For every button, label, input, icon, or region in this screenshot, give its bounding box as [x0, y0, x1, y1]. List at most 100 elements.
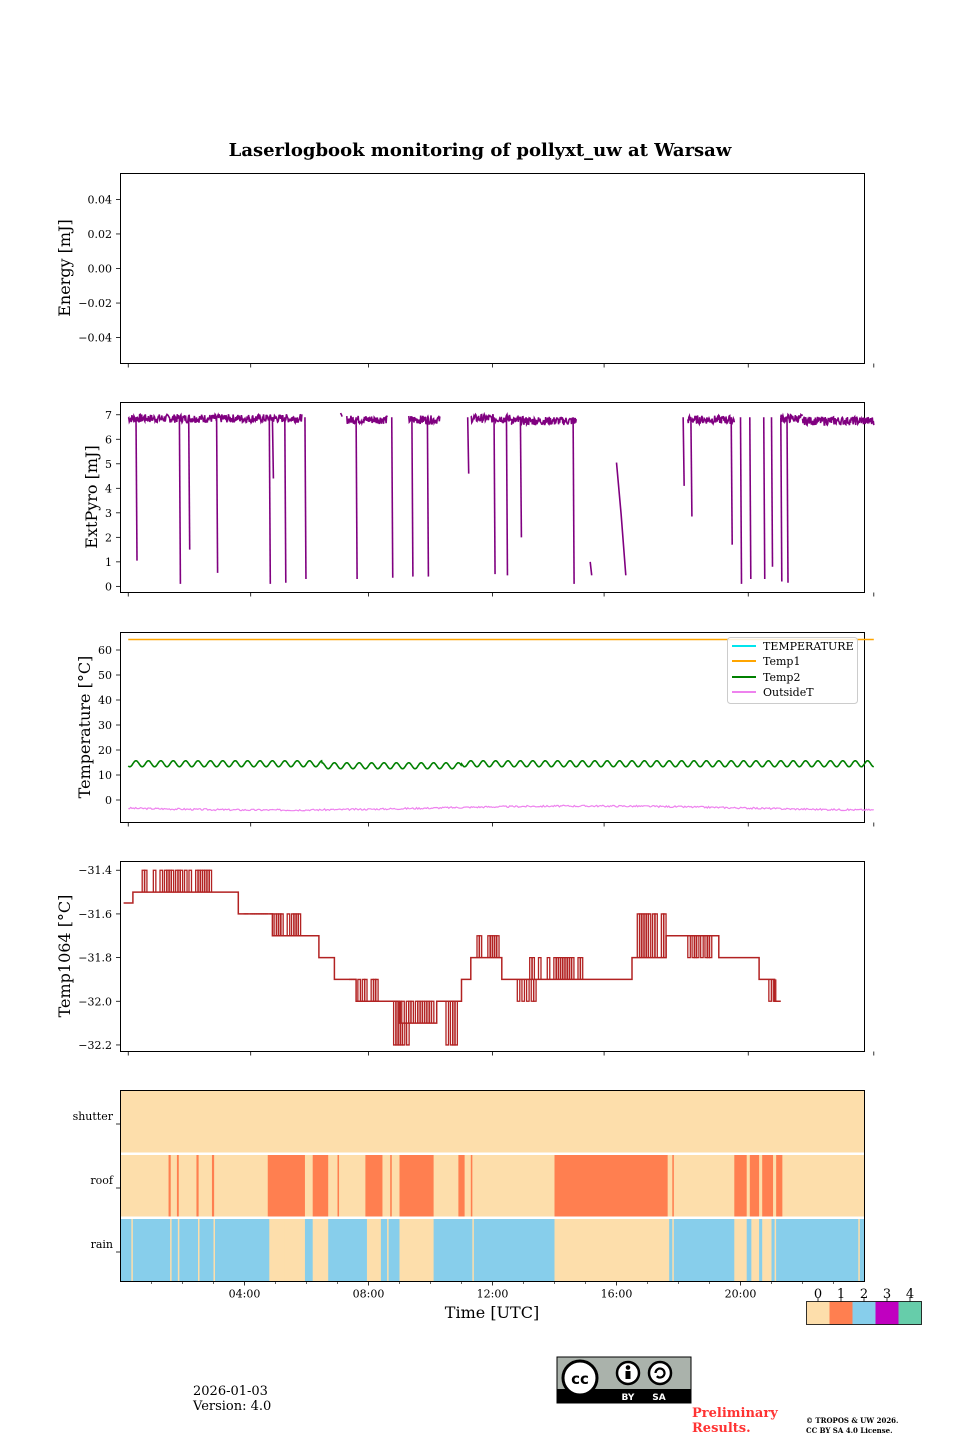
figure-title: Laserlogbook monitoring of pollyxt_uw at… [228, 140, 732, 161]
colorbar-tick-label: 3 [883, 1287, 891, 1302]
extpyro-panel: 0 1 2 3 4 5 6 7 ExtPyro [mJ] [82, 402, 875, 597]
ytick-label: 2 [105, 531, 112, 544]
temp1064-spike [297, 913, 302, 936]
rain-dry-gap [170, 1218, 172, 1282]
outsidet-line [128, 804, 874, 812]
temp1064-spike [179, 869, 184, 893]
extpyro-drop [135, 417, 138, 561]
extpyro-drop [762, 417, 766, 580]
extpyro-line-segment [801, 414, 875, 428]
roof-open-interval [211, 1154, 215, 1218]
roof-open-interval [337, 1154, 340, 1218]
status-xtick-label: 16:00 [601, 1288, 633, 1301]
temp1064-spike [647, 913, 652, 958]
temp1064-spike [708, 935, 713, 959]
extpyro-drop [187, 417, 191, 550]
extpyro-drop [786, 417, 789, 583]
energy-axes-frame [120, 173, 865, 364]
ytick-label: −31.8 [78, 952, 112, 965]
temp1064-spike [532, 979, 537, 1002]
extpyro-drop [690, 417, 693, 517]
extpyro-drop [268, 417, 272, 584]
temp1064-spike [357, 978, 362, 1002]
extpyro-drop [493, 417, 496, 575]
ytick-label: 4 [105, 482, 112, 495]
temp1064-spike [579, 956, 584, 980]
rain-dry-gap [284, 1218, 287, 1282]
extpyro-drop [304, 417, 307, 580]
temp1064-xticks [127, 1051, 875, 1056]
rain-dry-gap [472, 1218, 474, 1282]
status-xtick-label: 04:00 [229, 1288, 261, 1301]
colorbar-cell [898, 1301, 922, 1325]
temperature-yticks: 0 10 20 30 40 50 60 [98, 644, 121, 807]
sa-icon-arc [654, 1367, 666, 1379]
status-rows [120, 1090, 865, 1282]
extpyro-axes-frame [120, 402, 865, 593]
ytick-label: 7 [105, 409, 112, 422]
ytick-label: 1 [105, 556, 112, 569]
rain-dry-gap [858, 1218, 860, 1282]
extpyro-series [127, 411, 875, 584]
temp1064-spike [700, 935, 704, 959]
row-separator [120, 1216, 865, 1219]
status-xlabel: Time [UTC] [445, 1303, 539, 1322]
ytick-label: 0.02 [88, 228, 113, 241]
by-icon-body [625, 1371, 631, 1379]
extpyro-drop [730, 417, 733, 545]
status-row-label: roof [90, 1174, 114, 1187]
temp1064-spike [695, 935, 700, 959]
rain-dry-gap [387, 1218, 389, 1282]
temp1064-spike [495, 935, 500, 958]
extpyro-drop [426, 417, 430, 577]
temp1064-spike [662, 913, 667, 958]
ytick-label: −32.2 [78, 1039, 112, 1052]
temp1064-spike [521, 979, 526, 1002]
extpyro-drop [271, 417, 275, 479]
roof-open-interval [176, 1154, 179, 1218]
energy-yticks: 0.04 0.02 0.00 −0.02 −0.04 [78, 193, 121, 345]
temp1064-spike [183, 869, 188, 893]
preliminary-line-2: Results. [692, 1421, 751, 1436]
temp1064-spike [570, 956, 575, 980]
temp1064-spike [208, 869, 213, 893]
temp1064-spike [478, 935, 483, 958]
rain-dry-interval [734, 1218, 747, 1282]
colorbar-tick-label: 2 [860, 1287, 868, 1302]
status-xtick-label: 08:00 [353, 1288, 385, 1301]
ytick-label: 3 [105, 507, 112, 520]
extpyro-line-segment [346, 415, 388, 427]
ytick-label: 10 [98, 769, 112, 782]
by-icon-head [625, 1365, 631, 1370]
temp1064-spike [170, 869, 175, 893]
extpyro-isolated [589, 561, 593, 576]
energy-panel: 0.04 0.02 0.00 −0.02 −0.04 Energy [mJ] [55, 173, 875, 368]
temp1064-spike [768, 979, 772, 1002]
roof-open-interval [168, 1154, 171, 1218]
row-separator [120, 1152, 865, 1155]
roof-open-interval [470, 1154, 473, 1218]
ytick-label: −0.02 [78, 297, 112, 310]
sa-label: SA [652, 1393, 665, 1403]
extpyro-drop [572, 417, 575, 584]
colorbar-cell [852, 1301, 876, 1325]
ytick-label: 0 [105, 580, 112, 593]
temp1064-spike [280, 913, 284, 936]
temp1064-spike [405, 1023, 410, 1046]
temp1064-panel: −31.4 −31.6 −31.8 −32.0 −32.2 Temp1064 [°C] [55, 861, 875, 1056]
colorbar-tick-label: 0 [814, 1287, 822, 1302]
roof-open-interval [399, 1154, 434, 1218]
status-row-label: rain [91, 1238, 113, 1251]
extpyro-line-segment [780, 412, 804, 425]
rain-dry-gap [198, 1218, 200, 1282]
ytick-label: 40 [98, 694, 112, 707]
preliminary-line-1: Preliminary [692, 1406, 778, 1421]
footer-version: Version: 4.0 [193, 1399, 272, 1414]
roof-open-interval [734, 1154, 747, 1218]
colorbar-tick-label: 1 [837, 1287, 845, 1302]
footer-date: 2026-01-03 [193, 1384, 268, 1399]
ytick-label: 20 [98, 744, 112, 757]
extpyro-line-segment [470, 411, 512, 426]
rain-dry-interval [554, 1218, 670, 1282]
